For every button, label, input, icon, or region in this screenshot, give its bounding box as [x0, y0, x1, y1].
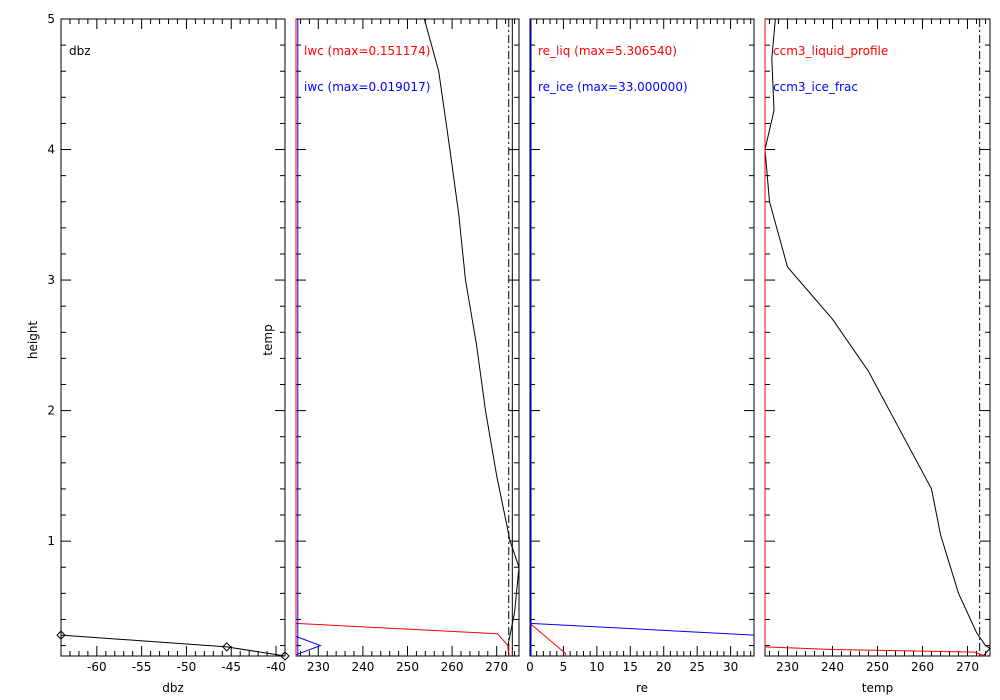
series-label: ccm3_liquid_profile: [773, 44, 888, 58]
x-tick-label: 5: [560, 660, 568, 674]
y-tick-label: 3: [47, 273, 55, 287]
x-tick-label: -50: [177, 660, 197, 674]
x-tick-label: -55: [132, 660, 152, 674]
panel-re: [529, 18, 755, 657]
x-tick-label: 270: [485, 660, 508, 674]
y-axis-title: temp: [261, 324, 275, 355]
series-line-0: [60, 634, 286, 657]
y-tick-label: 5: [47, 12, 55, 26]
data-point-marker: [56, 630, 66, 640]
x-tick-label: 260: [441, 660, 464, 674]
x-tick-label: -45: [221, 660, 241, 674]
x-tick-label: 25: [690, 660, 705, 674]
y-tick-label: 4: [47, 143, 55, 157]
axes-frame: [60, 18, 286, 657]
x-tick-label: 240: [821, 660, 844, 674]
series-line-0: [423, 18, 520, 657]
series-line-0: [764, 18, 991, 657]
x-tick-label: 30: [723, 660, 738, 674]
series-label: re_ice (max=33.000000): [538, 80, 688, 94]
axes-frame: [529, 18, 755, 657]
series-line-1: [529, 623, 566, 656]
y-tick-label: 2: [47, 404, 55, 418]
panel-dbz: [56, 18, 290, 661]
x-tick-label: -60: [87, 660, 107, 674]
x-axis-title: re: [636, 681, 648, 695]
axes-frame: [295, 18, 520, 657]
axes-frame: [764, 18, 991, 657]
series-label: lwc (max=0.151174): [304, 44, 430, 58]
x-tick-label: 250: [866, 660, 889, 674]
x-tick-label: 250: [396, 660, 419, 674]
y-axis-title: height: [26, 321, 40, 360]
data-point-marker: [280, 651, 290, 661]
x-tick-label: -40: [266, 660, 286, 674]
series-label: iwc (max=0.019017): [304, 80, 430, 94]
x-tick-label: 230: [776, 660, 799, 674]
series-label: ccm3_ice_frac: [773, 80, 858, 94]
y-tick-label: 1: [47, 534, 55, 548]
x-axis-title: dbz: [162, 681, 184, 695]
x-tick-label: 0: [526, 660, 534, 674]
x-tick-label: 20: [656, 660, 671, 674]
panel-ccm3: [764, 18, 991, 657]
series-line-2: [295, 635, 322, 656]
series-label: dbz: [69, 44, 91, 58]
panel-lwc_iwc: [295, 18, 520, 657]
x-tick-label: 260: [911, 660, 934, 674]
series-line-1: [295, 622, 510, 657]
x-tick-label: 230: [307, 660, 330, 674]
x-tick-label: 240: [351, 660, 374, 674]
x-axis-title: temp: [862, 681, 893, 695]
x-tick-label: 270: [956, 660, 979, 674]
series-label: re_liq (max=5.306540): [538, 44, 677, 58]
x-tick-label: 10: [589, 660, 604, 674]
data-point-marker: [222, 642, 232, 652]
series-line-0: [529, 622, 755, 636]
x-tick-label: 15: [623, 660, 638, 674]
series-line-1: [764, 19, 986, 657]
